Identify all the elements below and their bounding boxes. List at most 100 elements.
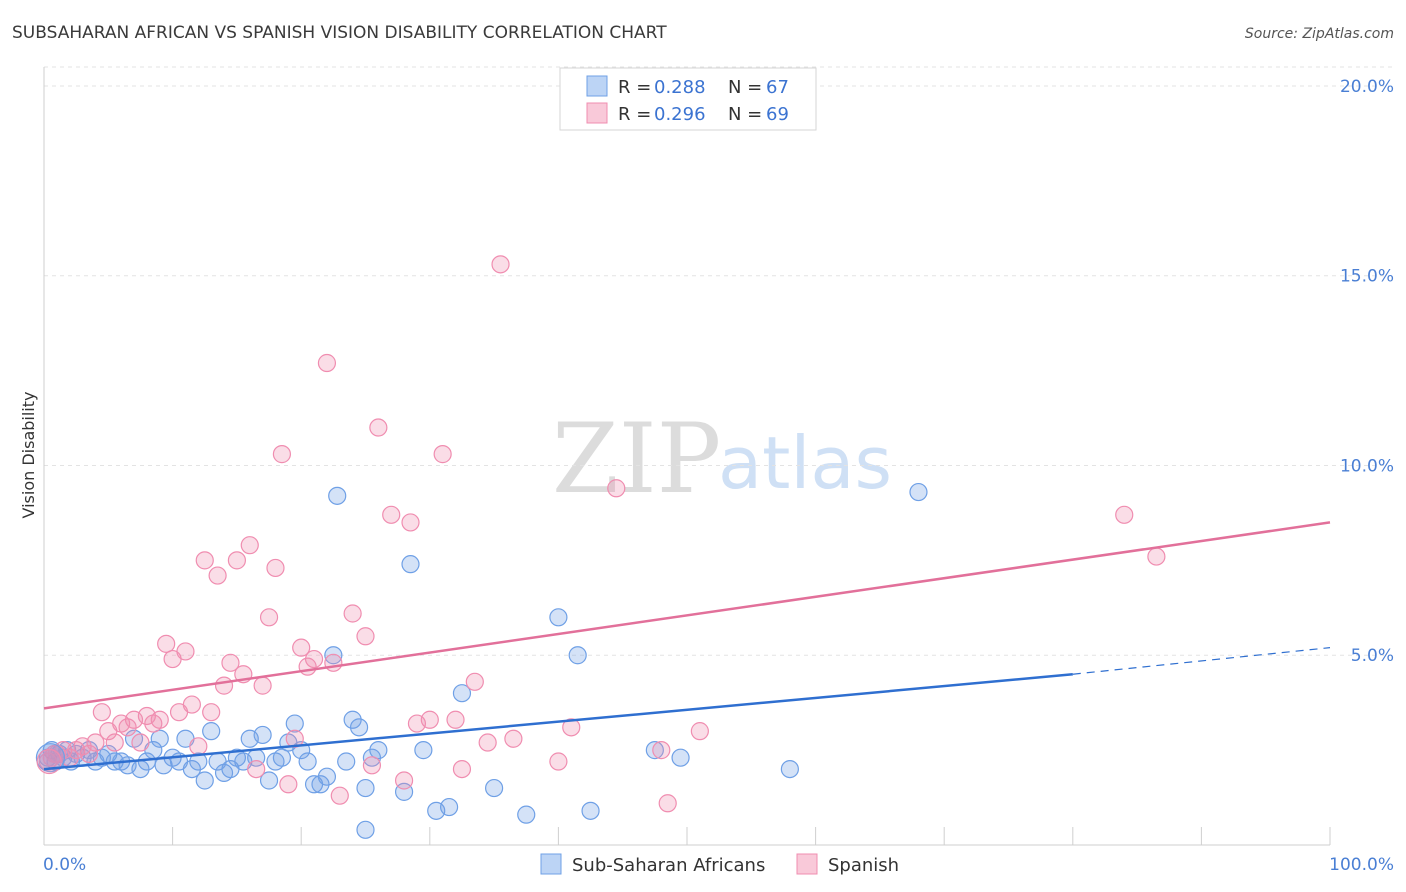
point-subsaharan <box>328 486 347 505</box>
point-spanish <box>362 756 382 775</box>
series-legend: Sub-Saharan Africans Spanish <box>540 853 899 876</box>
point-spanish <box>369 418 388 437</box>
point-spanish <box>92 703 111 722</box>
point-spanish <box>221 653 240 672</box>
point-spanish <box>1115 505 1134 524</box>
legend-r-label-1: R = <box>618 77 651 98</box>
point-spanish <box>118 718 137 737</box>
legend-r-value-1: 0.288 <box>654 77 706 98</box>
point-subsaharan <box>317 767 337 786</box>
point-subsaharan <box>568 646 587 665</box>
point-spanish <box>285 729 304 748</box>
point-subsaharan <box>272 748 292 767</box>
point-spanish <box>343 604 362 623</box>
legend-r-label-2: R = <box>618 104 651 125</box>
point-subsaharan <box>452 684 472 703</box>
point-spanish <box>208 566 227 585</box>
point-spanish <box>182 695 201 714</box>
y-axis-label: Vision Disability <box>19 392 38 519</box>
point-spanish <box>433 445 452 464</box>
trend-lines <box>43 521 1331 771</box>
point-subsaharan <box>581 801 600 820</box>
point-subsaharan <box>202 722 221 741</box>
point-subsaharan <box>369 741 388 760</box>
point-spanish <box>176 642 195 661</box>
point-spanish <box>420 710 439 729</box>
point-spanish <box>658 794 677 813</box>
y-tick-label: 15.0% <box>1340 267 1394 287</box>
point-spanish <box>227 551 246 570</box>
point-subsaharan <box>182 759 201 779</box>
legend-r-value-2: 0.296 <box>654 104 706 125</box>
point-spanish <box>401 513 420 532</box>
point-spanish-cluster <box>36 748 62 775</box>
point-subsaharan <box>189 752 208 771</box>
point-spanish <box>279 775 298 794</box>
trend-line-spanish <box>43 521 1331 710</box>
point-spanish <box>131 733 150 752</box>
bottom-legend-label-spanish: Spanish <box>828 855 899 876</box>
watermark-zip: ZIP <box>552 403 721 515</box>
point-spanish <box>86 733 105 752</box>
point-subsaharan <box>362 748 382 767</box>
y-tick-label: 5.0% <box>1351 646 1394 666</box>
point-spanish <box>478 733 497 752</box>
point-spanish <box>202 703 221 722</box>
point-subsaharan <box>485 778 504 798</box>
watermark-atlas: atlas <box>718 421 892 505</box>
trend-line-subsaharan-extrapolated <box>1072 647 1331 675</box>
point-spanish <box>195 551 214 570</box>
point-subsaharan <box>645 741 664 760</box>
point-spanish <box>607 479 626 498</box>
point-spanish <box>382 505 401 524</box>
point-spanish <box>189 737 208 756</box>
point-spanish <box>292 638 311 657</box>
data-points <box>35 255 1166 839</box>
axes <box>43 67 1331 846</box>
point-spanish <box>504 729 523 748</box>
point-spanish <box>272 445 292 464</box>
point-subsaharan <box>356 820 375 839</box>
point-spanish <box>259 608 279 627</box>
correlation-legend: R = 0.288 N = 67 R = 0.296 N = 69 <box>559 67 817 131</box>
point-subsaharan <box>671 748 690 767</box>
point-subsaharan <box>439 797 459 817</box>
gridlines <box>44 66 1394 656</box>
point-spanish <box>652 741 671 760</box>
point-spanish <box>240 536 259 555</box>
point-spanish <box>465 672 484 691</box>
point-subsaharan <box>150 729 169 748</box>
point-subsaharan <box>349 718 369 737</box>
point-spanish <box>150 710 169 729</box>
point-subsaharan <box>356 778 375 798</box>
point-spanish <box>549 752 568 771</box>
point-spanish <box>247 759 266 779</box>
point-spanish <box>356 627 375 646</box>
point-subsaharan <box>324 646 343 665</box>
point-subsaharan <box>343 710 362 729</box>
point-spanish <box>317 353 337 373</box>
legend-n-value-1: 67 <box>766 77 789 98</box>
point-subsaharan <box>259 771 279 790</box>
point-subsaharan <box>414 741 433 760</box>
y-tick-label: 20.0% <box>1340 77 1394 97</box>
bottom-legend-swatch-subsaharan <box>540 853 562 875</box>
point-spanish <box>266 558 285 578</box>
bottom-legend-label-subsaharan: Sub-Saharan Africans <box>572 855 765 876</box>
chart-title: SUBSAHARAN AFRICAN VS SPANISH VISION DIS… <box>12 23 667 43</box>
point-spanish <box>394 771 414 790</box>
point-subsaharan <box>549 608 568 627</box>
bottom-legend-swatch-spanish <box>796 853 818 875</box>
chart-source: Source: ZipAtlas.com <box>1245 26 1394 42</box>
point-spanish <box>324 653 343 672</box>
point-subsaharan <box>337 752 356 771</box>
point-spanish <box>452 759 472 779</box>
point-spanish <box>1147 547 1166 566</box>
legend-swatch-subsaharan <box>586 75 608 97</box>
legend-n-value-2: 69 <box>766 104 789 125</box>
point-spanish <box>79 744 99 764</box>
point-subsaharan <box>311 775 330 794</box>
point-spanish <box>105 733 124 752</box>
legend-n-label-2: N = <box>728 104 762 125</box>
